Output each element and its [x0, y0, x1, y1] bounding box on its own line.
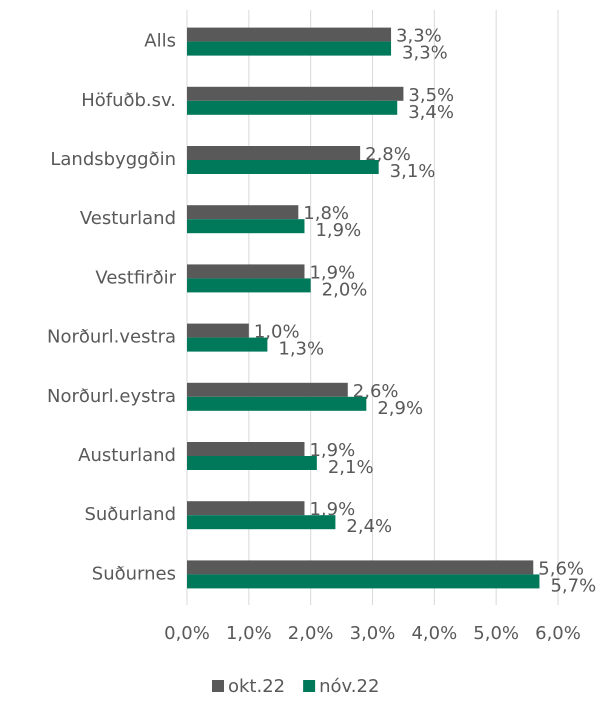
data-label: 2,1%: [328, 457, 374, 478]
y-tick-label: Austurland: [78, 445, 176, 466]
bar: [187, 515, 336, 530]
bar: [187, 501, 305, 516]
bar: [187, 560, 534, 575]
bar: [187, 442, 305, 456]
x-tick-label: 1,0%: [226, 623, 272, 644]
y-tick-label: Höfuðb.sv.: [81, 90, 176, 111]
data-label: 5,7%: [550, 575, 596, 596]
data-label: 3,3%: [396, 26, 442, 47]
bar: [187, 396, 367, 411]
data-label: 2,8%: [365, 144, 411, 165]
bar: [187, 264, 305, 279]
bar: [187, 205, 299, 220]
bar: [187, 100, 398, 115]
bar: [187, 323, 249, 338]
y-tick-label: Alls: [144, 31, 176, 52]
bar: [187, 382, 348, 397]
data-label: 1,8%: [303, 203, 349, 224]
bar: [187, 337, 268, 352]
bar: [187, 86, 404, 101]
bar: [187, 160, 379, 174]
data-label: 2,6%: [353, 381, 399, 402]
legend-swatch: [212, 680, 224, 692]
data-label: 3,1%: [390, 161, 436, 182]
data-label: 1,9%: [309, 499, 355, 520]
x-tick-label: 6,0%: [535, 623, 581, 644]
bar: [187, 574, 540, 589]
legend-label: okt.22: [228, 676, 285, 697]
y-tick-label: Vesturland: [80, 208, 176, 229]
y-tick-label: Norðurl.eystra: [47, 386, 176, 407]
y-tick-label: Suðurland: [84, 504, 176, 525]
data-label: 1,0%: [254, 322, 300, 343]
bar: [187, 27, 392, 42]
data-label: 1,9%: [309, 262, 355, 283]
legend-label: nóv.22: [319, 676, 379, 697]
bar: [187, 278, 311, 293]
data-label: 2,9%: [377, 398, 423, 419]
y-tick-label: Landsbyggðin: [50, 149, 176, 170]
bar: [187, 146, 361, 160]
x-tick-label: 3,0%: [350, 623, 396, 644]
y-tick-label: Vestfirðir: [95, 267, 176, 288]
data-label: 2,4%: [346, 516, 392, 537]
data-label: 3,4%: [408, 102, 454, 123]
x-tick-label: 2,0%: [288, 623, 334, 644]
bar: [187, 219, 305, 234]
x-tick-label: 0,0%: [164, 623, 210, 644]
legend-swatch: [303, 680, 316, 692]
bar: [187, 41, 392, 56]
data-label: 2,0%: [322, 279, 368, 300]
x-tick-label: 5,0%: [473, 623, 519, 644]
x-tick-label: 4,0%: [411, 623, 457, 644]
y-tick-label: Norðurl.vestra: [47, 327, 176, 348]
data-label: 1,3%: [278, 339, 324, 360]
data-label: 5,6%: [538, 558, 584, 579]
bar: [187, 456, 317, 470]
data-label: 1,9%: [309, 440, 355, 461]
data-label: 1,9%: [315, 220, 361, 241]
data-label: 3,5%: [408, 85, 454, 106]
data-label: 3,3%: [402, 43, 448, 64]
y-tick-label: Suðurnes: [92, 563, 176, 584]
